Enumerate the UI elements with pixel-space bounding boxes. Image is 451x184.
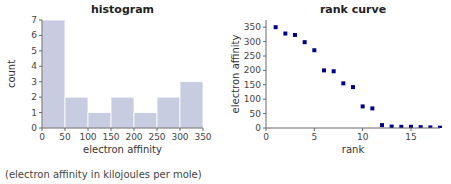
scatter-point xyxy=(293,33,297,37)
scatter-point xyxy=(370,106,374,110)
y-axis-line xyxy=(42,20,43,128)
histogram-bar xyxy=(134,113,157,128)
y-tick xyxy=(39,35,42,36)
histogram-bar xyxy=(180,82,203,128)
chart-title: rank curve xyxy=(320,3,386,16)
x-tick xyxy=(180,128,181,131)
y-tick xyxy=(263,99,266,100)
x-tick xyxy=(134,128,135,131)
y-tick xyxy=(39,66,42,67)
y-tick-label: 300 xyxy=(244,37,261,47)
x-axis-label: rank xyxy=(342,144,365,155)
x-tick-label: 50 xyxy=(59,132,71,142)
x-tick-label: 5 xyxy=(311,132,317,142)
x-tick xyxy=(157,128,158,131)
chart-title: histogram xyxy=(91,3,154,16)
panel: 0 50 100 150 200 250 300 350 0 1 2 3 4 5 6 7 histogram el… xyxy=(6,3,212,155)
x-tick-label: 250 xyxy=(148,132,165,142)
y-axis-label: electron affinity xyxy=(230,35,241,114)
histogram-bar xyxy=(88,113,111,128)
y-tick xyxy=(39,112,42,113)
y-tick-label: 200 xyxy=(244,65,261,75)
y-tick xyxy=(263,56,266,57)
y-tick-label: 6 xyxy=(31,30,37,40)
x-tick-label: 150 xyxy=(102,132,119,142)
x-tick xyxy=(411,128,412,131)
y-tick xyxy=(39,97,42,98)
y-tick-label: 250 xyxy=(244,51,261,61)
y-tick-label: 2 xyxy=(31,92,37,102)
histogram-bar xyxy=(111,97,134,128)
panel: 051015050100150200250300350rank curveran… xyxy=(230,3,442,155)
x-tick-label: 100 xyxy=(79,132,96,142)
y-axis-label: count xyxy=(6,60,17,88)
x-tick xyxy=(65,128,66,131)
y-tick xyxy=(39,128,42,129)
y-tick-label: 5 xyxy=(31,46,37,56)
y-tick-label: 0 xyxy=(255,123,261,133)
histogram-bar xyxy=(157,97,180,128)
y-tick-label: 100 xyxy=(244,94,261,104)
y-tick xyxy=(263,27,266,28)
y-tick xyxy=(39,20,42,21)
marks xyxy=(274,25,442,128)
y-tick xyxy=(263,84,266,85)
scatter-point xyxy=(361,104,365,108)
scatter-point xyxy=(390,125,394,128)
caption: (electron affinity in kilojoules per mol… xyxy=(5,169,202,180)
x-tick-label: 15 xyxy=(405,132,416,142)
y-tick xyxy=(263,70,266,71)
x-tick-label: 10 xyxy=(357,132,369,142)
y-tick xyxy=(263,41,266,42)
scatter-point xyxy=(380,123,384,127)
y-tick-label: 4 xyxy=(31,61,37,71)
y-tick xyxy=(39,50,42,51)
scatter-point xyxy=(351,85,355,89)
x-tick xyxy=(203,128,204,131)
scatter-point xyxy=(283,32,287,36)
scatter-point xyxy=(332,69,336,73)
y-tick xyxy=(263,113,266,114)
histogram-bar xyxy=(42,20,65,128)
scatter-point xyxy=(274,25,278,29)
scatter-point xyxy=(312,48,316,52)
y-tick-label: 7 xyxy=(31,15,37,25)
y-tick-label: 350 xyxy=(244,22,261,32)
histogram-bar xyxy=(65,97,88,128)
marks xyxy=(42,20,203,128)
scatter-point xyxy=(303,40,307,44)
x-tick-label: 0 xyxy=(263,132,269,142)
chart-root: 05010015020025030035001234567histogramel… xyxy=(0,0,451,184)
y-tick xyxy=(263,128,266,129)
x-tick xyxy=(88,128,89,131)
x-tick xyxy=(314,128,315,131)
y-axis-line xyxy=(266,20,267,128)
x-tick xyxy=(362,128,363,131)
x-tick xyxy=(111,128,112,131)
x-tick-label: 0 xyxy=(39,132,45,142)
x-axis-line xyxy=(266,128,440,129)
x-tick-label: 200 xyxy=(125,132,142,142)
scatter-point xyxy=(341,81,345,85)
x-axis-line xyxy=(42,128,203,129)
y-tick-label: 150 xyxy=(244,80,261,90)
x-tick-label: 350 xyxy=(194,132,211,142)
x-tick-label: 300 xyxy=(171,132,188,142)
y-tick-label: 3 xyxy=(31,77,37,87)
y-tick-label: 0 xyxy=(31,123,37,133)
y-tick-label: 50 xyxy=(250,109,262,119)
background xyxy=(0,0,451,184)
y-tick xyxy=(39,81,42,82)
scatter-point xyxy=(322,68,326,72)
y-tick-label: 1 xyxy=(31,108,37,118)
x-axis-label: electron affinity xyxy=(83,144,162,155)
